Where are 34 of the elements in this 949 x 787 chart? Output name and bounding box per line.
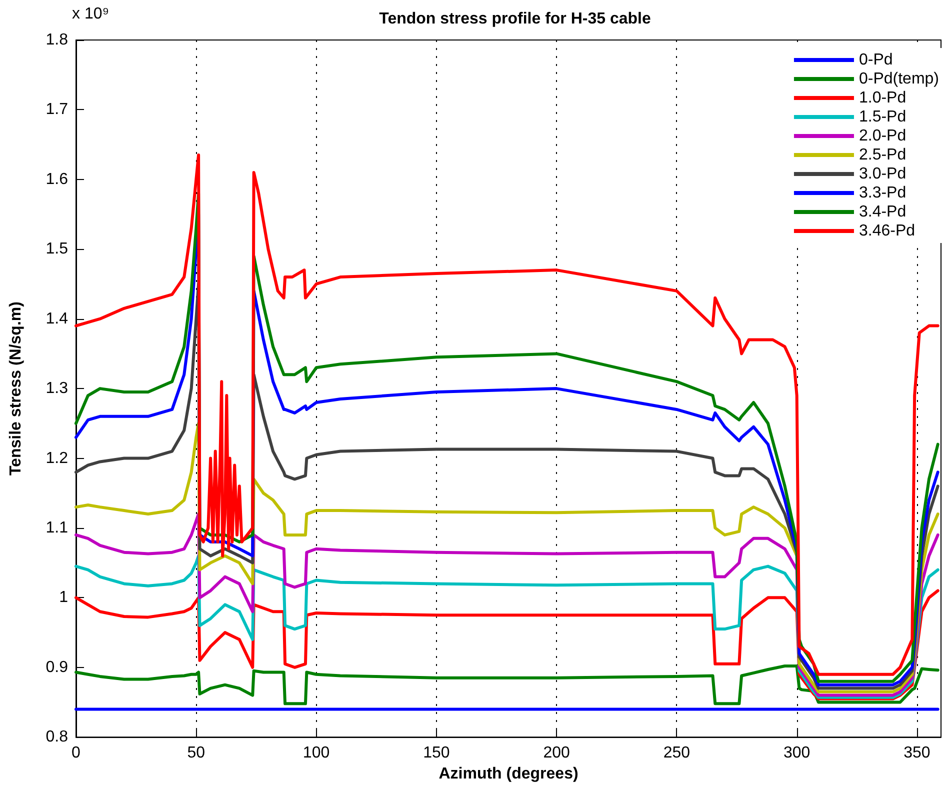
legend-label: 0-Pd(temp) [858,70,940,88]
y-tick-label: 1.6 [46,170,68,188]
y-tick-label: 1 [59,589,68,606]
x-tick-label: 0 [72,744,81,762]
y-tick-label: 1.1 [46,519,68,536]
x-tick-label: 200 [543,744,570,762]
legend-label: 0-Pd [858,52,893,68]
x-axis-title: Azimuth (degrees) [438,766,578,782]
line-series [74,664,940,706]
legend-label: 2.0-Pd [858,128,906,144]
y-tick-label: 1.5 [46,240,68,258]
x-tick-label: 150 [423,744,450,762]
legend-label: 3.3-Pd [858,184,906,202]
text: x 10⁹ [72,6,110,22]
y-tick-label: 1.7 [46,101,68,118]
y-tick-label: 1.4 [46,310,68,328]
chart-title: Tendon stress profile for H-35 cable [379,10,651,28]
legend-label: 2.5-Pd [858,146,906,164]
y-tick-label: 0.8 [46,728,68,746]
legend-label: 1.0-Pd [858,90,906,106]
x-tick-label: 50 [187,744,206,762]
y-tick-label: 1.8 [46,32,68,48]
x-tick-label: 300 [783,744,810,762]
legend-label: 1.5-Pd [858,108,906,126]
legend-label: 3.46-Pd [858,222,916,240]
legend-label: 3.4-Pd [858,204,906,220]
x-tick-label: 250 [663,744,690,762]
y-tick-label: 0.9 [46,658,68,676]
x-tick-label: 350 [904,744,930,762]
y-tick-label: 1.2 [46,450,68,467]
y-tick-label: 1.3 [46,380,68,398]
legend-label: 3.0-Pd [858,166,906,182]
y-axis-title: Tensile stress (N/sq.m) [8,302,24,476]
x-tick-label: 100 [302,744,330,762]
